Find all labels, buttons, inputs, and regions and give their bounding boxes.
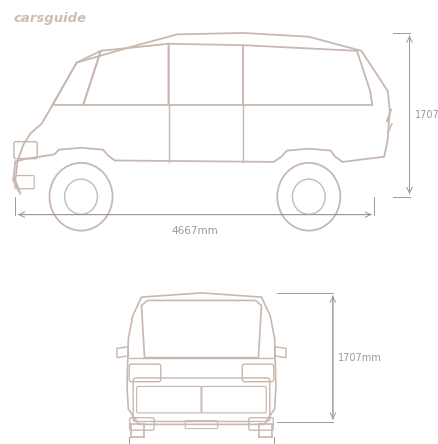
Text: 4667mm: 4667mm <box>172 226 218 236</box>
Text: 1707mm: 1707mm <box>338 353 382 363</box>
Text: 1707mm: 1707mm <box>415 110 438 120</box>
Text: carsguide: carsguide <box>13 12 86 25</box>
